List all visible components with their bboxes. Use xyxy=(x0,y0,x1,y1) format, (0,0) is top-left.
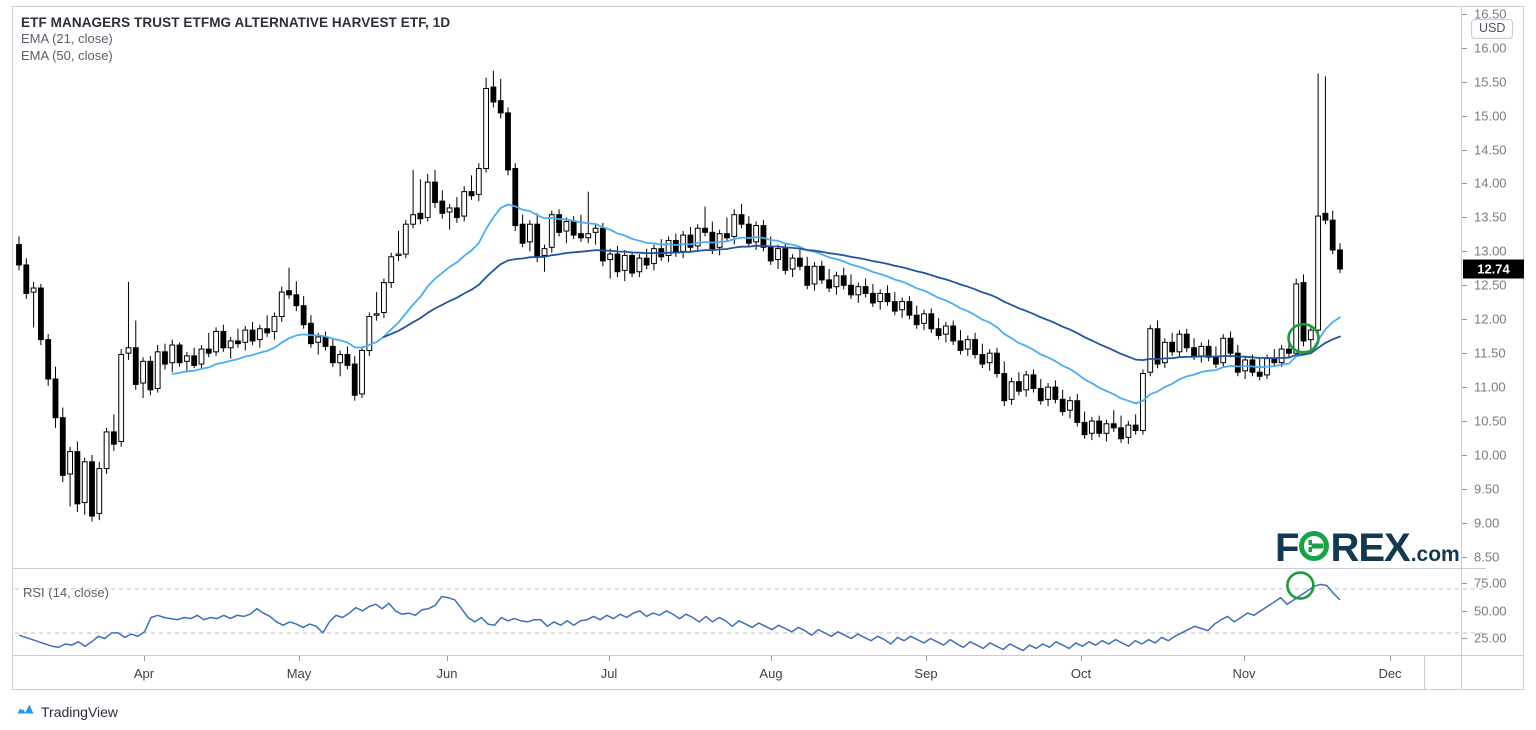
price-tick xyxy=(1462,149,1467,151)
time-tick-label: Aug xyxy=(759,666,783,681)
price-tick xyxy=(1462,556,1467,558)
price-tick-label: 13.00 xyxy=(1474,243,1507,259)
price-tick xyxy=(1462,115,1467,117)
ema21-line xyxy=(171,203,1341,405)
time-tick-label: Apr xyxy=(133,666,155,681)
price-tick-label: 16.00 xyxy=(1474,40,1507,56)
price-tick xyxy=(1462,13,1467,15)
rsi-tick-label: 75.00 xyxy=(1474,575,1507,591)
rsi-tick xyxy=(1462,583,1467,585)
chart-frame: ETF MANAGERS TRUST ETFMG ALTERNATIVE HAR… xyxy=(12,6,1524,690)
tradingview-logo-icon xyxy=(16,700,35,724)
time-tick xyxy=(926,656,927,661)
price-panel[interactable] xyxy=(13,7,1486,567)
price-tick-label: 13.50 xyxy=(1474,209,1507,225)
last-price-badge: 12.74 xyxy=(1463,259,1524,279)
time-tick-label: Jul xyxy=(600,666,618,681)
price-tick xyxy=(1462,183,1467,185)
time-tick-label: Oct xyxy=(1070,666,1092,681)
price-tick xyxy=(1462,488,1467,490)
price-tick-label: 10.00 xyxy=(1474,447,1507,463)
time-tick xyxy=(1244,656,1245,661)
ema50-line xyxy=(383,244,1341,361)
time-scale-separator xyxy=(1424,656,1425,689)
rsi-tick-label: 25.00 xyxy=(1474,630,1507,646)
price-tick xyxy=(1462,81,1467,83)
rsi-line xyxy=(18,583,1341,652)
price-tick xyxy=(1462,285,1467,287)
price-tick xyxy=(1462,387,1467,389)
time-tick xyxy=(144,656,145,661)
price-tick xyxy=(1462,455,1467,456)
time-tick xyxy=(447,656,448,661)
candlestick-series xyxy=(16,70,1343,522)
time-tick-label: Dec xyxy=(1378,666,1402,681)
price-tick-label: 14.50 xyxy=(1474,142,1507,158)
price-tick-label: 9.50 xyxy=(1474,481,1500,497)
panel-separator xyxy=(13,568,1486,569)
time-tick xyxy=(299,656,300,661)
price-tick xyxy=(1462,421,1467,423)
price-tick-label: 14.00 xyxy=(1474,175,1507,191)
price-tick xyxy=(1462,47,1467,49)
price-tick-label: 11.50 xyxy=(1474,345,1506,361)
price-tick-label: 8.50 xyxy=(1474,549,1500,565)
annotation-rsi-overbought-cross xyxy=(1286,571,1315,600)
price-tick-label: 15.00 xyxy=(1474,108,1507,124)
time-tick-label: Nov xyxy=(1232,666,1256,681)
chart-plot-area[interactable] xyxy=(13,7,1486,689)
time-tick-label: Jun xyxy=(436,666,458,681)
tradingview-label: TradingView xyxy=(41,704,119,720)
price-tick xyxy=(1462,217,1467,219)
price-tick xyxy=(1462,353,1467,355)
rsi-tick-label: 50.00 xyxy=(1474,603,1507,619)
price-tick xyxy=(1462,522,1467,524)
price-tick-label: 15.50 xyxy=(1474,74,1507,90)
price-tick xyxy=(1462,251,1467,253)
price-tick-label: 9.00 xyxy=(1474,515,1500,531)
price-tick xyxy=(1462,319,1467,321)
time-tick xyxy=(1081,656,1082,661)
price-tick-label: 10.50 xyxy=(1474,413,1507,429)
time-tick xyxy=(609,656,610,661)
price-tick-label: 12.00 xyxy=(1474,311,1507,327)
time-tick-label: Sep xyxy=(914,666,938,681)
annotation-ema-bullish-crossover xyxy=(1287,322,1320,354)
price-tick-label: 11.00 xyxy=(1474,379,1506,395)
rsi-tick xyxy=(1462,638,1467,640)
rsi-panel[interactable] xyxy=(13,569,1486,655)
time-scale[interactable]: Apr May Jun Jul Aug Sep Oct Nov Dec xyxy=(13,655,1523,689)
time-tick xyxy=(771,656,772,661)
price-scale[interactable]: USD 12.74 16.50 16.00 15.50 15.00 14.50 14.00… xyxy=(1461,6,1524,689)
time-tick xyxy=(1390,656,1391,661)
currency-badge[interactable]: USD xyxy=(1471,19,1514,39)
price-tick-label: 12.50 xyxy=(1474,277,1507,293)
rsi-tick xyxy=(1462,610,1467,612)
price-tick-label: 16.50 xyxy=(1474,6,1507,22)
time-tick-label: May xyxy=(286,666,312,681)
tradingview-attribution: TradingView xyxy=(16,700,118,724)
